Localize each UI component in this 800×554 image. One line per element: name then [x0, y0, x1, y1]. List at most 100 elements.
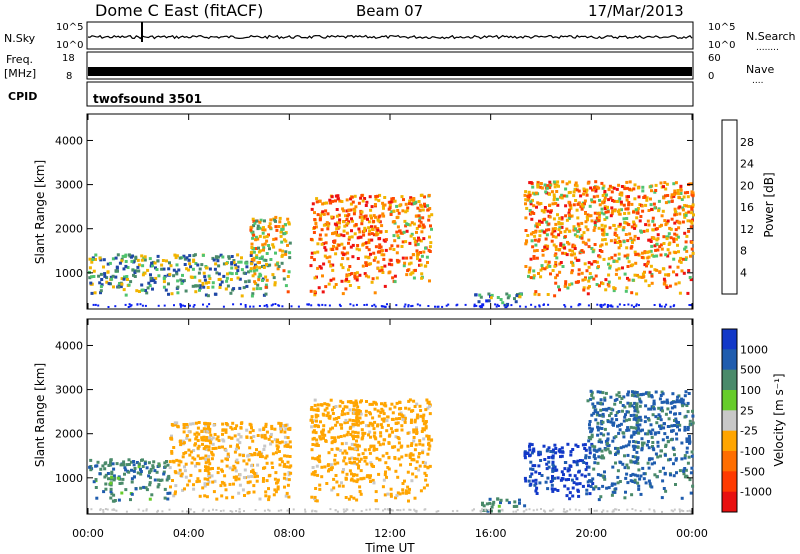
power-cell	[132, 273, 135, 277]
power-cell	[336, 197, 340, 201]
velocity-cell	[315, 499, 319, 503]
velocity-cell	[406, 485, 410, 489]
power-cell	[477, 300, 481, 304]
velocity-cell	[568, 491, 572, 495]
ground-scatter-cell	[193, 511, 196, 513]
ground-scatter-cell	[595, 509, 598, 512]
power-cell	[313, 290, 317, 294]
velocity-cell	[335, 480, 339, 484]
power-cell	[554, 202, 558, 205]
ground-scatter-cell	[179, 303, 182, 306]
velocity-cell	[185, 434, 189, 438]
velocity-cell	[647, 394, 651, 398]
velocity-cell	[482, 508, 485, 512]
power-cell	[690, 207, 694, 211]
velocity-cell	[109, 463, 113, 467]
power-cell	[187, 258, 191, 262]
power-cell	[255, 254, 259, 258]
velocity-cell	[334, 423, 338, 427]
power-cell	[532, 274, 536, 278]
velocity-cell	[399, 445, 403, 449]
velocity-cell	[663, 432, 667, 436]
velocity-cell	[207, 454, 211, 458]
velocity-cell	[222, 439, 226, 443]
power-cell	[165, 259, 168, 263]
power-cell	[533, 292, 537, 296]
power-cell	[334, 194, 338, 198]
power-cell	[531, 198, 534, 202]
velocity-cell	[621, 409, 624, 413]
y-tick-label: 1000	[55, 472, 83, 485]
power-cell	[252, 266, 256, 270]
velocity-cell	[337, 435, 340, 439]
velocity-cell	[690, 466, 694, 470]
ground-scatter-cell	[249, 305, 252, 308]
power-cell	[253, 280, 257, 284]
power-cell	[277, 225, 281, 228]
velocity-cell	[177, 459, 181, 463]
velocity-cell	[593, 457, 597, 461]
velocity-cell	[195, 431, 199, 435]
power-colorbar-tick: 12	[740, 223, 754, 236]
power-cell	[182, 254, 186, 258]
power-cell	[528, 266, 532, 270]
velocity-cell	[174, 484, 178, 488]
velocity-cell	[616, 475, 620, 479]
velocity-cell	[273, 477, 277, 481]
power-cell	[487, 292, 491, 296]
power-cell	[650, 273, 654, 276]
power-cell	[618, 222, 622, 226]
power-cell	[345, 223, 349, 227]
power-cell	[392, 248, 396, 251]
velocity-cell	[590, 393, 594, 397]
power-cell	[587, 261, 591, 265]
velocity-cell	[355, 403, 359, 407]
power-cell	[605, 232, 609, 236]
velocity-cell	[207, 472, 211, 475]
velocity-cell	[169, 436, 173, 440]
power-cell	[596, 194, 600, 198]
velocity-cell	[203, 477, 207, 481]
power-cell	[146, 268, 150, 272]
velocity-cell	[414, 443, 418, 447]
power-cell	[221, 255, 225, 259]
velocity-cell	[162, 470, 166, 474]
power-cell	[548, 204, 551, 207]
velocity-cell	[140, 458, 143, 462]
velocity-cell	[615, 418, 619, 422]
y-tick-label: 4000	[55, 339, 83, 352]
velocity-cell	[165, 478, 169, 482]
power-cell	[680, 198, 684, 201]
power-cell	[678, 196, 682, 200]
power-cell	[635, 216, 639, 220]
velocity-cell	[659, 418, 663, 422]
power-cell	[140, 283, 144, 287]
power-cell	[612, 186, 616, 190]
velocity-cell	[635, 423, 639, 427]
power-cell	[685, 234, 689, 238]
velocity-cell	[627, 428, 631, 432]
velocity-colorbar-segment	[722, 451, 737, 472]
velocity-cell	[383, 401, 387, 405]
velocity-cell	[410, 479, 414, 483]
power-cell	[572, 190, 576, 194]
power-cell	[683, 204, 687, 207]
velocity-cell	[368, 402, 372, 406]
velocity-cell	[223, 474, 227, 478]
velocity-cell	[560, 446, 564, 450]
power-cell	[636, 209, 640, 213]
velocity-cell	[566, 442, 570, 446]
power-cell	[404, 202, 408, 206]
power-cell	[602, 212, 606, 216]
ground-scatter-cell	[179, 305, 182, 308]
velocity-cell	[592, 448, 596, 452]
velocity-cell	[641, 443, 645, 447]
velocity-cell	[341, 401, 345, 405]
velocity-cell	[668, 457, 672, 461]
velocity-cell	[206, 477, 210, 481]
velocity-cell	[196, 454, 200, 458]
ground-scatter-cell	[365, 303, 368, 306]
power-cell	[524, 190, 528, 194]
power-cell	[338, 221, 341, 225]
